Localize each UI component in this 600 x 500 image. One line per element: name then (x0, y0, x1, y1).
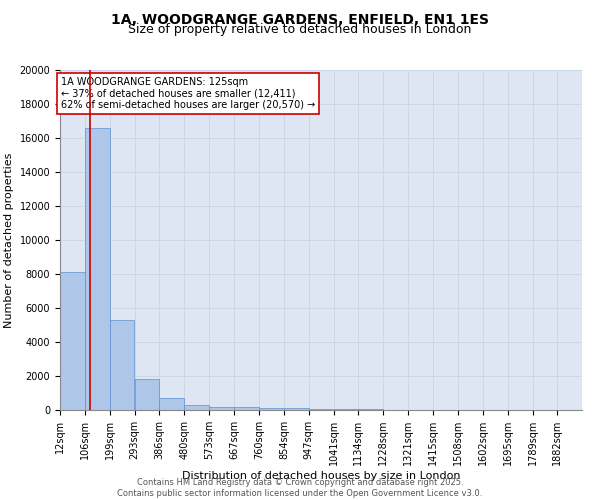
Bar (234, 408, 259, 410)
Bar (308, 409, 334, 410)
Bar (60, 272, 85, 410)
Text: Size of property relative to detached houses in London: Size of property relative to detached ho… (128, 22, 472, 36)
Bar (85, 128, 110, 410)
Bar (184, 404, 209, 410)
Bar (209, 406, 234, 410)
Text: 1A, WOODGRANGE GARDENS, ENFIELD, EN1 1ES: 1A, WOODGRANGE GARDENS, ENFIELD, EN1 1ES (111, 12, 489, 26)
Bar (110, 320, 134, 410)
Bar (284, 408, 308, 410)
Text: 1A WOODGRANGE GARDENS: 125sqm
← 37% of detached houses are smaller (12,411)
62% : 1A WOODGRANGE GARDENS: 125sqm ← 37% of d… (61, 77, 315, 110)
X-axis label: Distribution of detached houses by size in London: Distribution of detached houses by size … (182, 471, 460, 481)
Bar (259, 408, 284, 410)
Text: Contains HM Land Registry data © Crown copyright and database right 2025.
Contai: Contains HM Land Registry data © Crown c… (118, 478, 482, 498)
Y-axis label: Number of detached properties: Number of detached properties (4, 152, 14, 328)
Bar (135, 379, 160, 410)
Bar (160, 398, 184, 410)
